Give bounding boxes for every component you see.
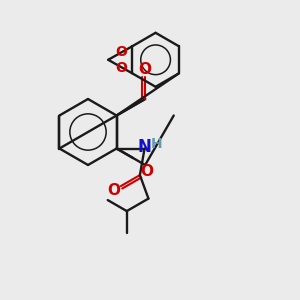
Text: O: O	[116, 45, 127, 59]
Text: O: O	[116, 61, 127, 75]
Text: O: O	[141, 164, 154, 179]
Text: N: N	[138, 137, 152, 155]
Text: O: O	[139, 62, 152, 77]
Text: H: H	[151, 137, 162, 152]
Text: O: O	[107, 183, 120, 198]
